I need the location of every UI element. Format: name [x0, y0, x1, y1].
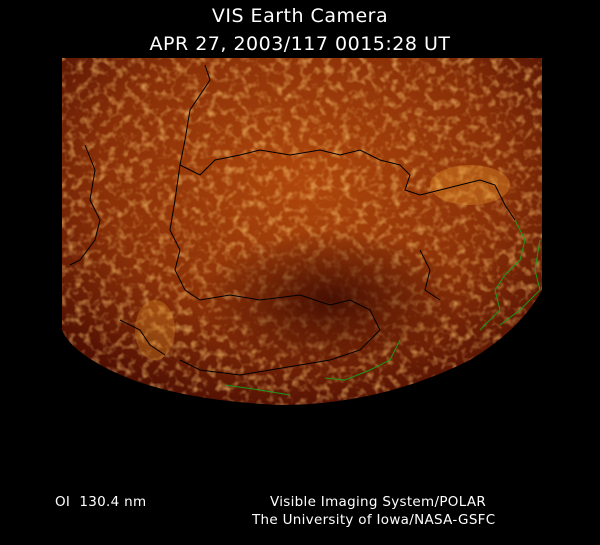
wavelength-label: OI 130.4 nm: [55, 494, 147, 510]
camera-title: VIS Earth Camera: [211, 5, 389, 27]
coastlines-day: [69, 64, 516, 376]
coastlines-night: [224, 219, 541, 396]
polar-cap-dark-region: [200, 230, 460, 370]
auroral-bright-spot: [135, 300, 175, 360]
credit-institution: The University of Iowa/NASA-GSFC: [252, 512, 496, 528]
auroral-bright-spot: [430, 165, 510, 205]
credit-instrument: Visible Imaging System/POLAR: [270, 494, 487, 510]
observation-timestamp: APR 27, 2003/117 0015:28 UT: [149, 33, 451, 55]
